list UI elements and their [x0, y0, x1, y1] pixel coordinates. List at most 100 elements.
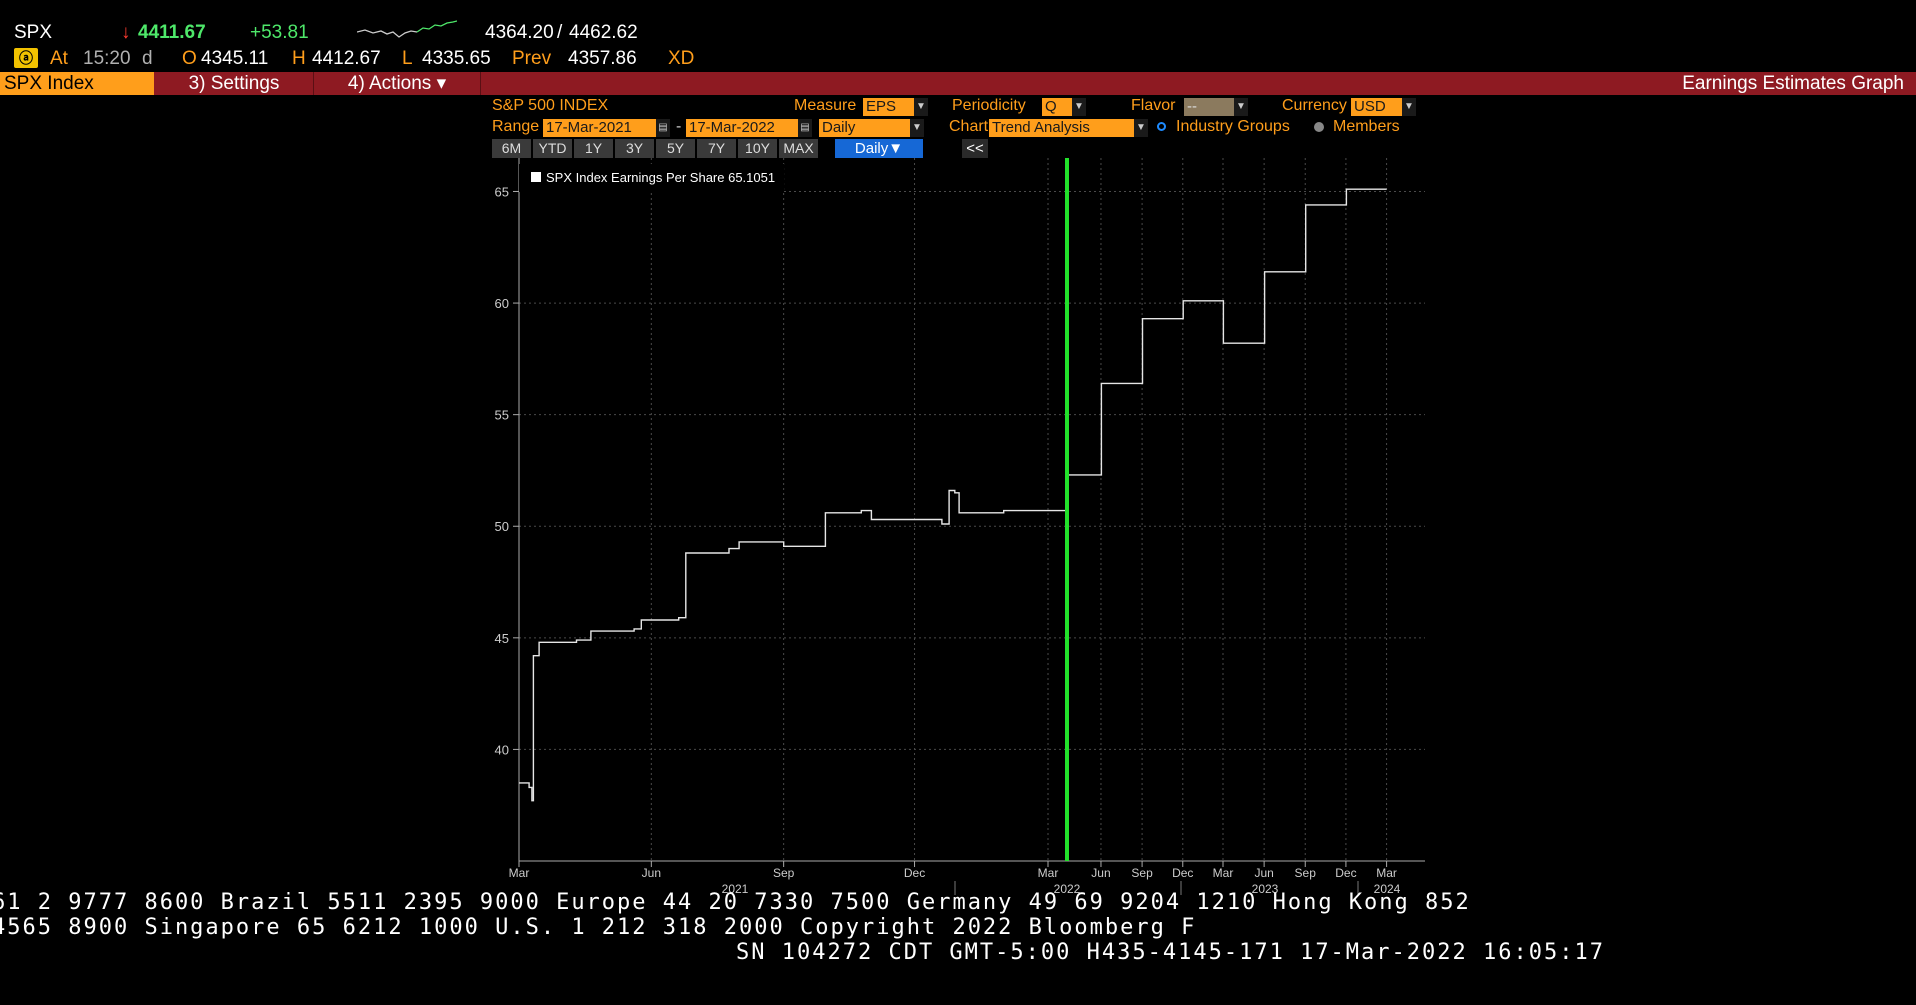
footer-contacts-line1: 61 2 9777 8600 Brazil 5511 2395 9000 Eur…: [0, 890, 1471, 915]
flavor-label: Flavor: [1131, 97, 1176, 114]
measure-label: Measure: [794, 97, 857, 114]
calendar-icon[interactable]: ▤: [798, 119, 812, 137]
chart-label: Chart: [949, 118, 989, 135]
eps-series-line: [519, 489, 1068, 802]
chevron-down-icon[interactable]: ▼: [1402, 98, 1416, 116]
high-label: H: [292, 48, 306, 69]
chevron-down-icon[interactable]: ▼: [910, 119, 924, 137]
start-date-field[interactable]: 17-Mar-2021: [543, 119, 656, 137]
day-range-separator: /: [557, 22, 563, 43]
x-tick-label: Jun: [1091, 866, 1110, 880]
security-field[interactable]: SPX Index: [0, 72, 154, 95]
price-change: +53.81: [250, 22, 309, 43]
alert-icon[interactable]: ⓐ: [14, 47, 38, 69]
intraday-sparkline: [357, 20, 457, 38]
legend-box: [519, 164, 784, 192]
flavor-select[interactable]: --: [1184, 98, 1234, 116]
function-title: Earnings Estimates Graph: [1682, 73, 1904, 94]
last-price: 4411.67: [138, 22, 206, 43]
settings-button[interactable]: 3) Settings: [155, 72, 314, 95]
industry-groups-radio[interactable]: [1157, 122, 1166, 131]
legend-swatch: [531, 172, 541, 182]
x-tick-label: Dec: [1172, 866, 1193, 880]
y-tick-label: 60: [495, 296, 509, 311]
range-3y-button[interactable]: 3Y: [615, 139, 654, 158]
day-range-high: 4462.62: [569, 22, 638, 43]
currency-label: Currency: [1282, 97, 1347, 114]
quote-ticker[interactable]: SPX: [14, 22, 53, 43]
range-6m-button[interactable]: 6M: [492, 139, 531, 158]
chart-axes: [513, 158, 1425, 895]
x-tick-label: Jun: [642, 866, 661, 880]
x-tick-label: Mar: [1213, 866, 1234, 880]
xd-flag: XD: [668, 48, 695, 69]
daily-menu-button[interactable]: Daily▼: [835, 139, 923, 158]
open-value: 4345.11: [201, 48, 269, 69]
index-name: S&P 500 INDEX: [492, 97, 609, 114]
low-value: 4335.65: [422, 48, 491, 69]
x-tick-label: Sep: [1131, 866, 1153, 880]
frequency-select[interactable]: Daily: [819, 119, 910, 137]
x-tick-labels: Mar Jun Sep Dec Mar Jun Sep Dec Mar Jun Sep Dec Mar 2…: [509, 866, 1401, 896]
down-arrow-icon: ↓: [121, 22, 131, 43]
chevron-down-icon[interactable]: ▼: [1134, 119, 1148, 137]
x-tick-label: Sep: [773, 866, 795, 880]
y-tick-labels: 40 45 50 55 60 65: [495, 184, 509, 757]
y-tick-label: 40: [495, 742, 509, 757]
x-tick-label: Mar: [509, 866, 530, 880]
x-tick-label: Dec: [1335, 866, 1356, 880]
x-tick-label: Sep: [1295, 866, 1317, 880]
open-label: O: [182, 48, 197, 69]
eps-series-line: [1067, 188, 1387, 476]
x-year-label: 2021: [722, 882, 749, 896]
calendar-icon[interactable]: ▤: [656, 119, 670, 137]
at-label: At: [50, 48, 68, 69]
legend-label: SPX Index Earnings Per Share 65.1051: [546, 170, 775, 185]
measure-select[interactable]: EPS: [863, 98, 914, 116]
footer-contacts-line2: 4565 8900 Singapore 65 6212 1000 U.S. 1 …: [0, 915, 1197, 940]
x-tick-label: Dec: [904, 866, 925, 880]
members-label: Members: [1333, 118, 1400, 135]
chevron-down-icon[interactable]: ▼: [914, 98, 928, 116]
periodicity-label: Periodicity: [952, 97, 1026, 114]
y-tick-label: 55: [495, 408, 509, 423]
actions-button[interactable]: 4) Actions ▾: [314, 72, 481, 95]
chart-type-select[interactable]: Trend Analysis: [989, 119, 1134, 137]
x-year-label: 2024: [1374, 882, 1401, 896]
quote-time: 15:20: [83, 48, 131, 69]
range-ytd-button[interactable]: YTD: [533, 139, 572, 158]
prev-label: Prev: [512, 48, 552, 69]
footer-session-line: SN 104272 CDT GMT-5:00 H435-4145-171 17-…: [736, 940, 1605, 965]
range-5y-button[interactable]: 5Y: [656, 139, 695, 158]
range-7y-button[interactable]: 7Y: [697, 139, 736, 158]
x-year-label: 2023: [1252, 882, 1279, 896]
series-lines: [519, 188, 1387, 802]
range-label: Range: [492, 118, 540, 135]
day-range-low: 4364.20: [485, 22, 554, 43]
x-year-label: 2022: [1054, 882, 1081, 896]
x-tick-label: Jun: [1254, 866, 1273, 880]
y-tick-label: 50: [495, 519, 509, 534]
high-value: 4412.67: [312, 48, 381, 69]
function-toolbar: [0, 72, 1916, 95]
collapse-panel-button[interactable]: <<: [962, 139, 988, 158]
currency-select[interactable]: USD: [1351, 98, 1402, 116]
y-tick-label: 45: [495, 631, 509, 646]
chart-grid: [518, 158, 1425, 861]
x-tick-label: Mar: [1376, 866, 1397, 880]
range-1y-button[interactable]: 1Y: [574, 139, 613, 158]
range-10y-button[interactable]: 10Y: [738, 139, 777, 158]
quote-time-flag: d: [142, 48, 153, 69]
members-radio[interactable]: [1314, 122, 1324, 132]
chevron-down-icon[interactable]: ▼: [1072, 98, 1086, 116]
y-tick-label: 65: [495, 184, 509, 199]
range-dash: -: [676, 118, 682, 135]
periodicity-select[interactable]: Q: [1042, 98, 1072, 116]
prev-value: 4357.86: [568, 48, 637, 69]
industry-groups-label: Industry Groups: [1176, 118, 1290, 135]
range-max-button[interactable]: MAX: [779, 139, 818, 158]
end-date-field[interactable]: 17-Mar-2022: [686, 119, 798, 137]
chevron-down-icon[interactable]: ▼: [1234, 98, 1248, 116]
x-tick-label: Mar: [1038, 866, 1059, 880]
